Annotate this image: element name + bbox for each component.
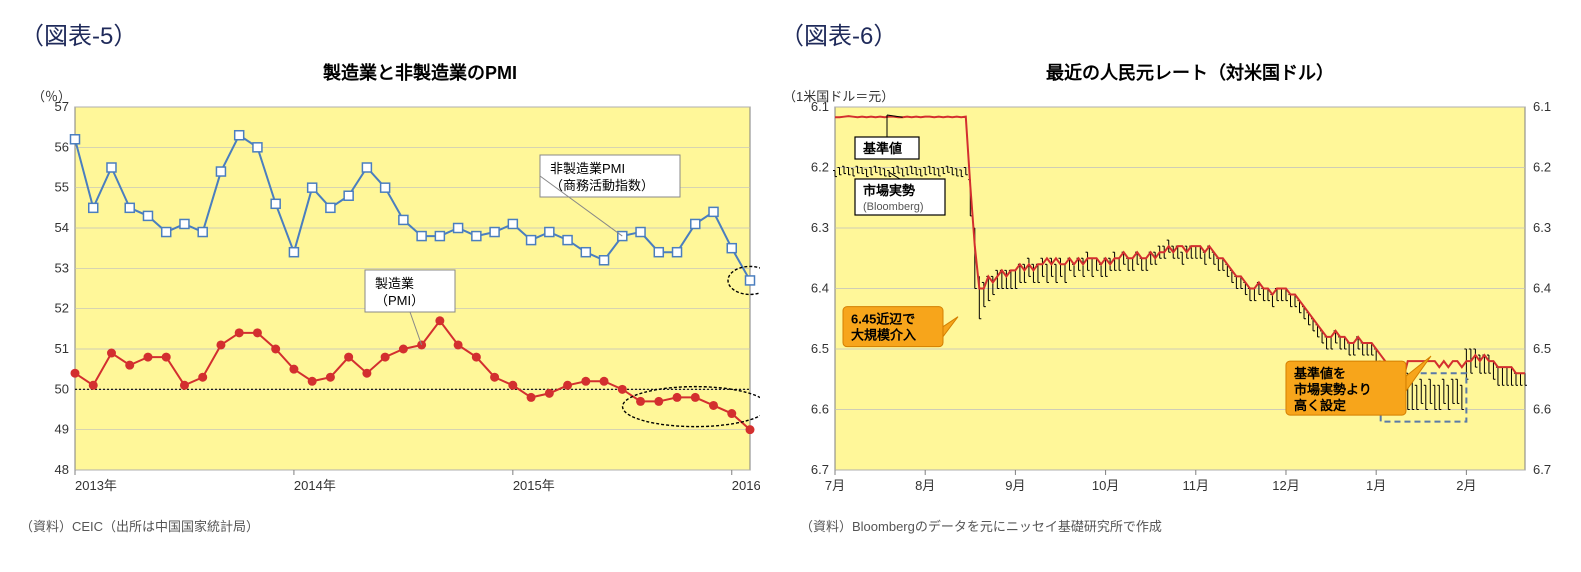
svg-text:11月: 11月 [1183, 478, 1210, 493]
svg-text:50: 50 [55, 381, 69, 396]
svg-text:51: 51 [55, 341, 69, 356]
svg-text:6.2: 6.2 [811, 160, 829, 175]
svg-text:6.5: 6.5 [1533, 341, 1551, 356]
fig6-source: （資料）Bloombergのデータを元にニッセイ基礎研究所で作成 [800, 516, 1570, 535]
svg-text:6.7: 6.7 [1533, 462, 1551, 477]
fig6-label: （図表-6） [780, 16, 1570, 51]
svg-text:10月: 10月 [1092, 478, 1119, 493]
svg-text:52: 52 [55, 301, 69, 316]
svg-text:高く設定: 高く設定 [1294, 398, 1346, 413]
svg-text:6.2: 6.2 [1533, 160, 1551, 175]
svg-text:48: 48 [55, 462, 69, 477]
svg-text:1月: 1月 [1366, 478, 1386, 493]
svg-text:7月: 7月 [825, 478, 845, 493]
svg-text:基準値を: 基準値を [1293, 366, 1346, 381]
svg-text:55: 55 [55, 180, 69, 195]
svg-text:6.3: 6.3 [1533, 220, 1551, 235]
svg-text:（1米国ドル＝元）: （1米国ドル＝元） [783, 89, 894, 104]
svg-text:基準値: 基準値 [862, 141, 902, 156]
svg-text:53: 53 [55, 260, 69, 275]
svg-text:2014年: 2014年 [294, 478, 336, 493]
cny-chart: 6.16.16.26.26.36.36.46.46.56.56.66.66.76… [780, 85, 1570, 505]
svg-text:製造業: 製造業 [375, 276, 414, 291]
svg-text:12月: 12月 [1272, 478, 1299, 493]
svg-text:6.4: 6.4 [811, 281, 829, 296]
svg-text:6.4: 6.4 [1533, 281, 1551, 296]
svg-text:市場実勢より: 市場実勢より [1294, 382, 1372, 397]
fig5-title: 製造業と非製造業のPMI [80, 59, 760, 85]
fig6-title: 最近の人民元レート（対米国ドル） [810, 59, 1570, 85]
svg-text:（商務活動指数）: （商務活動指数） [550, 178, 654, 193]
svg-text:56: 56 [55, 139, 69, 154]
svg-text:（PMI）: （PMI） [375, 293, 424, 308]
svg-text:6.6: 6.6 [811, 402, 829, 417]
svg-text:9月: 9月 [1005, 478, 1025, 493]
svg-text:6.45近辺で: 6.45近辺で [851, 312, 915, 327]
svg-text:(Bloomberg): (Bloomberg) [863, 201, 924, 213]
svg-text:2016年: 2016年 [732, 478, 760, 493]
fig5-source: （資料）CEIC（出所は中国国家統計局） [20, 516, 760, 535]
svg-text:2015年: 2015年 [513, 478, 555, 493]
svg-text:2013年: 2013年 [75, 478, 117, 493]
svg-text:2月: 2月 [1456, 478, 1476, 493]
fig5-label: （図表-5） [20, 16, 760, 51]
svg-text:大規模介入: 大規模介入 [851, 328, 916, 343]
svg-text:非製造業PMI: 非製造業PMI [550, 161, 625, 176]
svg-text:6.7: 6.7 [811, 462, 829, 477]
svg-text:市場実勢: 市場実勢 [863, 183, 915, 198]
svg-text:6.5: 6.5 [811, 341, 829, 356]
svg-text:6.3: 6.3 [811, 220, 829, 235]
svg-text:54: 54 [55, 220, 69, 235]
svg-text:6.1: 6.1 [1533, 99, 1551, 114]
svg-text:6.6: 6.6 [1533, 402, 1551, 417]
pmi-chart: 48495051525354555657（％）2013年2014年2015年20… [20, 85, 760, 505]
svg-text:8月: 8月 [915, 478, 935, 493]
svg-text:49: 49 [55, 422, 69, 437]
svg-text:（％）: （％） [32, 89, 71, 104]
